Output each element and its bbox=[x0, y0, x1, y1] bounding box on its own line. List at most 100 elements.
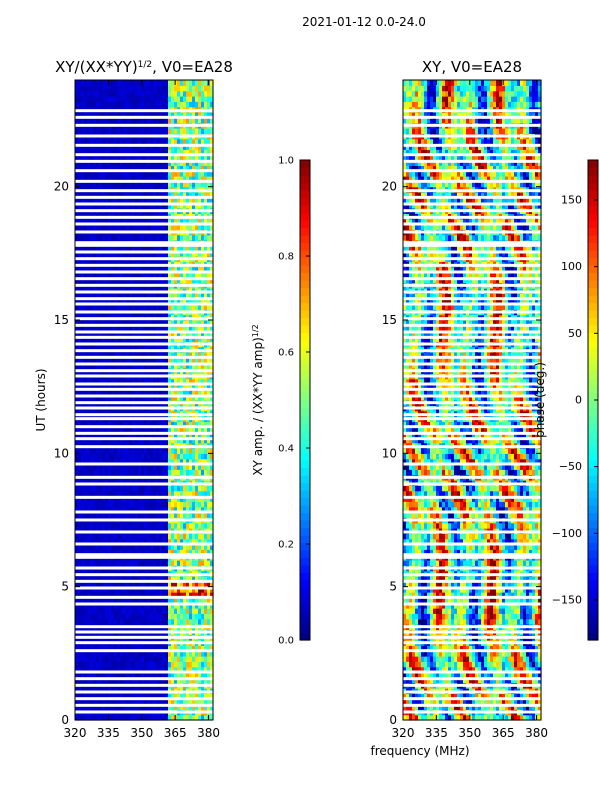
heatmap-cell bbox=[174, 464, 178, 470]
heatmap-cell bbox=[132, 250, 136, 257]
heatmap-cell bbox=[141, 378, 145, 385]
heatmap-cell bbox=[93, 496, 97, 502]
heatmap-cell bbox=[126, 522, 130, 529]
heatmap-cell bbox=[168, 437, 172, 444]
heatmap-cell bbox=[126, 138, 130, 145]
heatmap-cell bbox=[114, 389, 118, 396]
heatmap-cell bbox=[147, 677, 151, 684]
heatmap-cell bbox=[87, 272, 91, 278]
heatmap-cell bbox=[210, 304, 214, 310]
heatmap-cell bbox=[96, 576, 100, 582]
heatmap-cell bbox=[147, 202, 151, 209]
heatmap-cell bbox=[90, 389, 94, 396]
heatmap-cell bbox=[153, 576, 157, 582]
heatmap-cell bbox=[99, 320, 103, 326]
heatmap-cell bbox=[153, 197, 157, 204]
heatmap-cell bbox=[126, 437, 130, 444]
heatmap-cell bbox=[147, 298, 151, 305]
heatmap-cell bbox=[81, 421, 85, 428]
heatmap-cell bbox=[210, 426, 214, 433]
heatmap-cell bbox=[198, 362, 202, 369]
heatmap-cell bbox=[114, 378, 118, 385]
heatmap-cell bbox=[132, 698, 136, 705]
heatmap-cell bbox=[99, 245, 103, 252]
heatmap-cell bbox=[123, 656, 127, 662]
heatmap-cell bbox=[120, 160, 124, 166]
heatmap-cell bbox=[165, 245, 169, 252]
heatmap-cell bbox=[105, 202, 109, 209]
heatmap-cell bbox=[120, 336, 124, 342]
heatmap-cell bbox=[87, 704, 91, 710]
heatmap-cell bbox=[135, 176, 139, 182]
heatmap-cell bbox=[165, 677, 169, 684]
heatmap-cell bbox=[108, 197, 112, 204]
heatmap-cell bbox=[90, 613, 94, 620]
heatmap-cell bbox=[153, 560, 157, 566]
heatmap-cell bbox=[147, 650, 151, 657]
heatmap-cell bbox=[159, 160, 163, 166]
heatmap-cell bbox=[81, 298, 85, 305]
heatmap-cell bbox=[204, 389, 208, 396]
heatmap-cell bbox=[174, 549, 178, 556]
heatmap-cell bbox=[207, 506, 211, 513]
heatmap-cell bbox=[177, 538, 181, 545]
heatmap-cell bbox=[75, 197, 79, 204]
heatmap-cell bbox=[87, 176, 91, 182]
heatmap-cell bbox=[135, 336, 139, 342]
heatmap-cell bbox=[114, 693, 118, 700]
heatmap-cell bbox=[105, 714, 109, 721]
heatmap-cell bbox=[210, 170, 214, 177]
heatmap-cell bbox=[114, 245, 118, 252]
heatmap-cell bbox=[105, 666, 109, 673]
heatmap-cell bbox=[201, 325, 205, 332]
heatmap-cell bbox=[96, 437, 100, 444]
heatmap-cell bbox=[99, 496, 103, 502]
heatmap-cell bbox=[168, 192, 172, 198]
heatmap-cell bbox=[138, 490, 142, 497]
heatmap-cell bbox=[117, 453, 121, 460]
heatmap-cell bbox=[201, 149, 205, 156]
heatmap-cell bbox=[183, 661, 187, 668]
heatmap-cell bbox=[189, 149, 193, 156]
heatmap-cell bbox=[84, 693, 88, 700]
heatmap-cell bbox=[171, 421, 175, 428]
heatmap-cell bbox=[144, 218, 148, 225]
heatmap-cell bbox=[204, 357, 208, 364]
heatmap-cell bbox=[207, 384, 211, 390]
heatmap-cell bbox=[171, 362, 175, 369]
heatmap-cell bbox=[90, 277, 94, 284]
heatmap-cell bbox=[159, 357, 163, 364]
heatmap-cell bbox=[195, 304, 199, 310]
heatmap-cell bbox=[138, 149, 142, 156]
heatmap-cell bbox=[204, 661, 208, 668]
heatmap-cell bbox=[78, 272, 82, 278]
heatmap-cell bbox=[201, 608, 205, 614]
heatmap-cell bbox=[111, 202, 115, 209]
heatmap-cell bbox=[198, 320, 202, 326]
heatmap-cell bbox=[132, 501, 136, 508]
heatmap-cell bbox=[120, 453, 124, 460]
heatmap-cell bbox=[174, 618, 178, 625]
heatmap-cell bbox=[180, 181, 184, 188]
heatmap-cell bbox=[84, 245, 88, 252]
heatmap-cell bbox=[162, 394, 166, 401]
heatmap-cell bbox=[135, 576, 139, 582]
heatmap-cell bbox=[204, 384, 208, 390]
heatmap-cell bbox=[111, 170, 115, 177]
heatmap-cell bbox=[147, 560, 151, 566]
heatmap-cell bbox=[84, 192, 88, 198]
heatmap-cell bbox=[165, 421, 169, 428]
heatmap-cell bbox=[183, 544, 187, 550]
heatmap-cell bbox=[171, 608, 175, 614]
heatmap-cell bbox=[114, 602, 118, 609]
heatmap-cell bbox=[87, 181, 91, 188]
heatmap-cell bbox=[84, 384, 88, 390]
heatmap-cell bbox=[87, 544, 91, 550]
heatmap-cell bbox=[108, 384, 112, 390]
heatmap-cell bbox=[189, 533, 193, 540]
heatmap-cell bbox=[132, 202, 136, 209]
heatmap-cell bbox=[201, 613, 205, 620]
heatmap-cell bbox=[201, 250, 205, 257]
heatmap-cell bbox=[183, 154, 187, 161]
heatmap-cell bbox=[102, 533, 106, 540]
